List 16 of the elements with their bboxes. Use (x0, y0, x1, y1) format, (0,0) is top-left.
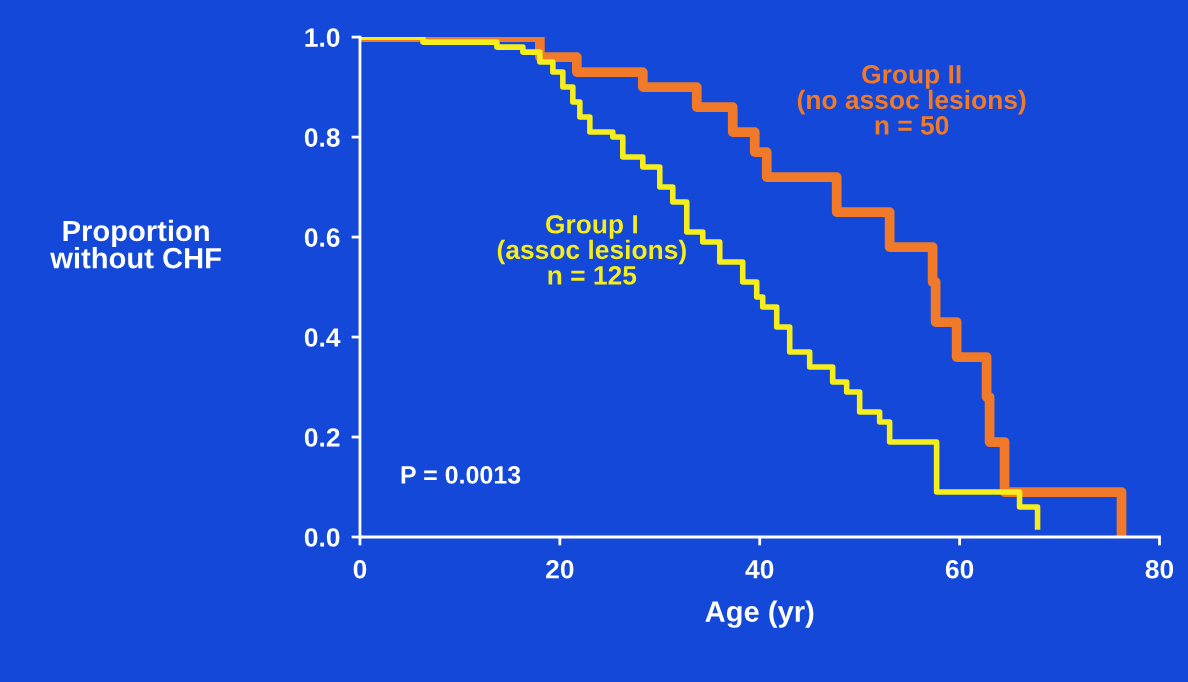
series-label: Group II (no assoc lesions) n = 50 (797, 64, 1026, 135)
x-tick-label: 20 (546, 559, 574, 579)
x-tick-label: 60 (945, 559, 974, 579)
annotation: P = 0.0013 (401, 466, 521, 484)
y-tick-label: 0.0 (304, 528, 340, 547)
y-tick-label: 0.6 (304, 228, 340, 247)
y-axis-title: Proportion without CHF (50, 219, 221, 269)
x-tick-label: 80 (1145, 559, 1174, 579)
x-tick-label: 40 (745, 559, 774, 579)
y-tick-label: 0.8 (304, 128, 340, 147)
x-axis-title: Age (yr) (705, 600, 814, 628)
series-label: Group I (assoc lesions) n = 125 (497, 214, 686, 285)
y-tick-label: 0.2 (304, 428, 340, 447)
x-tick-label: 0 (353, 559, 367, 579)
y-tick-label: 1.0 (305, 28, 340, 47)
y-tick-label: 0.4 (304, 328, 341, 347)
